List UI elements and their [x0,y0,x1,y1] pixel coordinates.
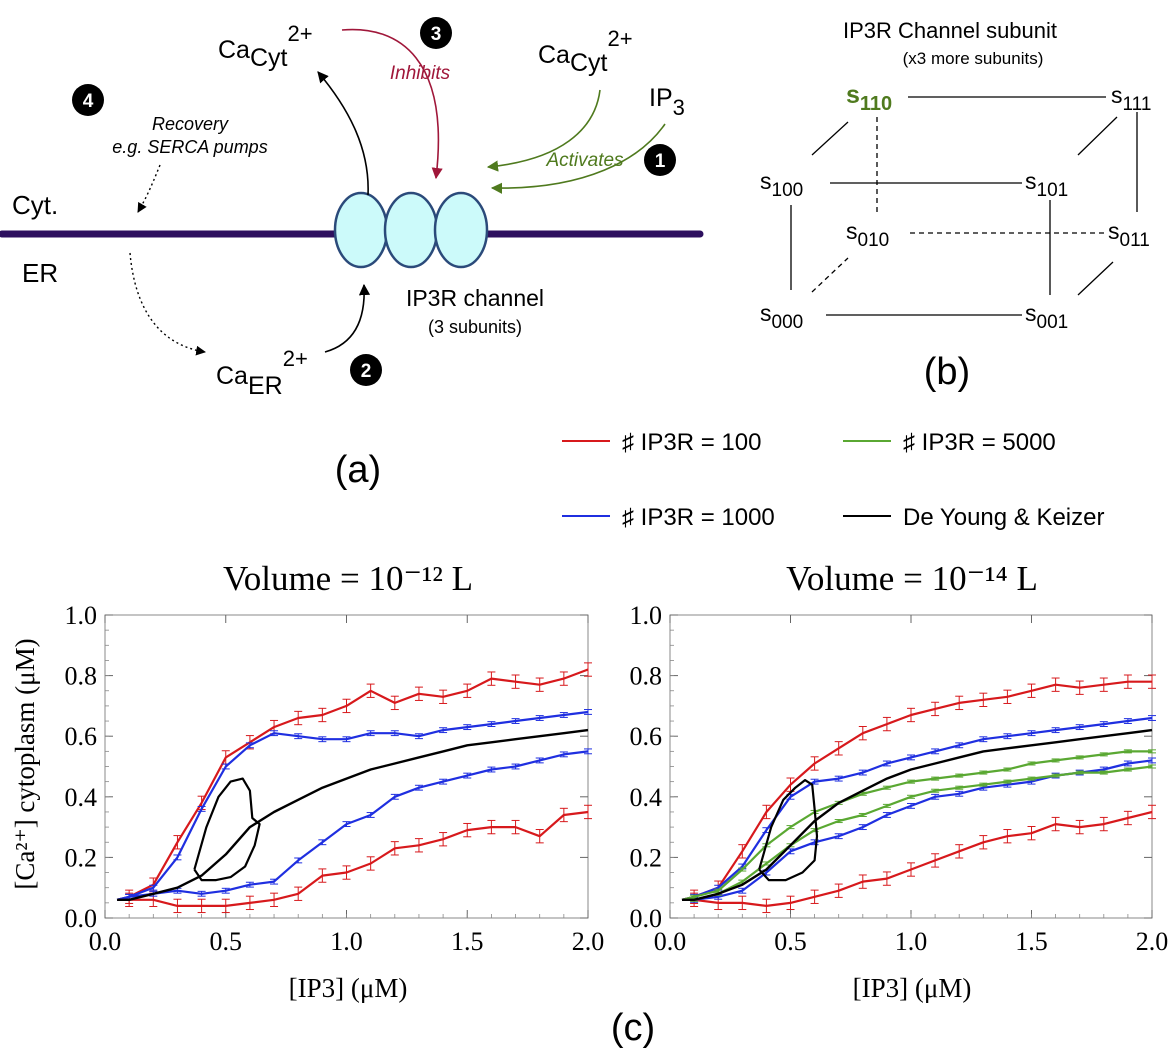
chart-1-title: Volume = 10⁻¹² L [223,559,473,598]
panel-a: CaCyt2+ CaCyt2+ IP3 CaER2+ Cyt. ER IP3R … [0,17,704,491]
series-line-0 [116,668,589,901]
state-s010: s010 [846,218,889,251]
svg-text:3: 3 [431,24,442,45]
chart-1-x-axis-label: [IP3] (μM) [289,973,408,1003]
recovery-label-1: Recovery [152,114,229,134]
state-s100: s100 [760,168,803,201]
y-tick-label: 0.4 [630,783,663,812]
recovery-arrow [137,164,161,213]
x-tick-label: 1.5 [1015,927,1048,956]
channel-subunit-1 [333,191,389,269]
x-tick-label: 0.0 [654,927,687,956]
activates-label: Activates [545,150,624,171]
x-tick-label: 2.0 [572,927,605,956]
y-tick-label: 0.6 [65,722,98,751]
state-s001: s001 [1025,300,1068,333]
x-tick-label: 0.5 [774,927,807,956]
y-tick-label: 0.0 [630,904,663,933]
series-line-4 [117,728,589,901]
y-tick-label: 0.8 [630,662,663,691]
ca-er-label: CaER2+ [216,346,308,400]
er-label: ER [22,258,58,288]
activates-arrow-ca [486,89,601,172]
y-tick-label: 0.2 [65,843,98,872]
series-line-2 [681,716,1153,901]
channel-title: IP3R channel [406,285,544,311]
badge-2: 2 [350,354,382,386]
dyk-oscillation-loop [193,777,261,882]
inhibits-arrow [341,28,443,180]
ip3r-channel [333,191,489,269]
badge-3: 3 [420,17,452,49]
legend-label-100: ♯ IP3R = 100 [622,429,761,456]
channel-subunit-3 [433,191,489,269]
release-arrow [317,71,369,196]
channel-subunit-2 [383,191,439,269]
svg-text:1: 1 [655,151,666,172]
panel-b-label: (b) [924,351,970,393]
channel-subtitle: (3 subunits) [428,317,522,337]
chart-1-plot: 0.0 0.5 1.0 1.5 2.0 0.0 0.2 0.4 0.6 0.8 1.0 [65,601,605,956]
recovery-label-2: e.g. SERCA pumps [112,137,267,157]
legend-label-dyk: De Young & Keizer [903,504,1104,531]
y-tick-label: 0.6 [630,722,663,751]
chart-2-x-axis-label: [IP3] (μM) [853,973,972,1003]
ip3-label: IP3 [649,84,685,120]
legend-label-5000: ♯ IP3R = 5000 [903,429,1056,456]
ca-cyt-left-label: CaCyt2+ [218,21,313,72]
panel-c-label: (c) [611,1007,655,1049]
cube-hidden-edges [811,117,1104,293]
panel-b: IP3R Channel subunit (x3 more subunits) … [760,18,1151,393]
x-tick-label: 1.0 [330,927,363,956]
state-s110: s110 [846,81,892,115]
y-tick-label: 0.2 [630,843,663,872]
state-s011: s011 [1108,218,1150,251]
series-line-6 [682,728,1153,901]
svg-text:2: 2 [361,361,372,382]
ca-cyt-right-label: CaCyt2+ [538,26,633,77]
state-s000: s000 [760,300,803,333]
inhibits-label: Inhibits [390,63,451,84]
legend-label-1000: ♯ IP3R = 1000 [622,504,775,531]
badge-1: 1 [644,144,676,176]
x-tick-label: 2.0 [1136,927,1169,956]
state-s111: s111 [1111,82,1151,115]
y-tick-label: 1.0 [630,601,663,630]
svg-text:4: 4 [83,91,94,112]
er-supply-arrow [324,283,371,353]
pump-arrow [129,252,206,356]
y-axis-label: [Ca²⁺] cytoplasm (μM) [10,638,40,889]
cube-title: IP3R Channel subunit [843,18,1057,43]
y-tick-label: 0.8 [65,662,98,691]
badge-4: 4 [72,84,104,116]
x-tick-label: 0.5 [210,927,243,956]
cytoplasm-label: Cyt. [12,190,58,220]
cube-subtitle: (x3 more subunits) [903,49,1044,68]
activates-arrow-ip3 [490,123,666,194]
cube-edges [790,96,1138,316]
x-tick-label: 1.5 [451,927,484,956]
y-tick-label: 1.0 [65,601,98,630]
panel-a-label: (a) [335,449,381,491]
y-tick-label: 0.0 [65,904,98,933]
x-tick-label: 0.0 [89,927,122,956]
y-tick-label: 0.4 [65,783,98,812]
x-tick-label: 1.0 [895,927,928,956]
chart-2-title: Volume = 10⁻¹⁴ L [786,559,1038,598]
legend: ♯ IP3R = 100 ♯ IP3R = 5000 ♯ IP3R = 1000… [562,429,1104,531]
chart-2-plot: 0.0 0.5 1.0 1.5 2.0 0.0 0.2 0.4 0.6 0.8 1.0 [630,601,1169,956]
dyk-oscillation-loop [758,778,819,882]
state-s101: s101 [1025,168,1068,201]
